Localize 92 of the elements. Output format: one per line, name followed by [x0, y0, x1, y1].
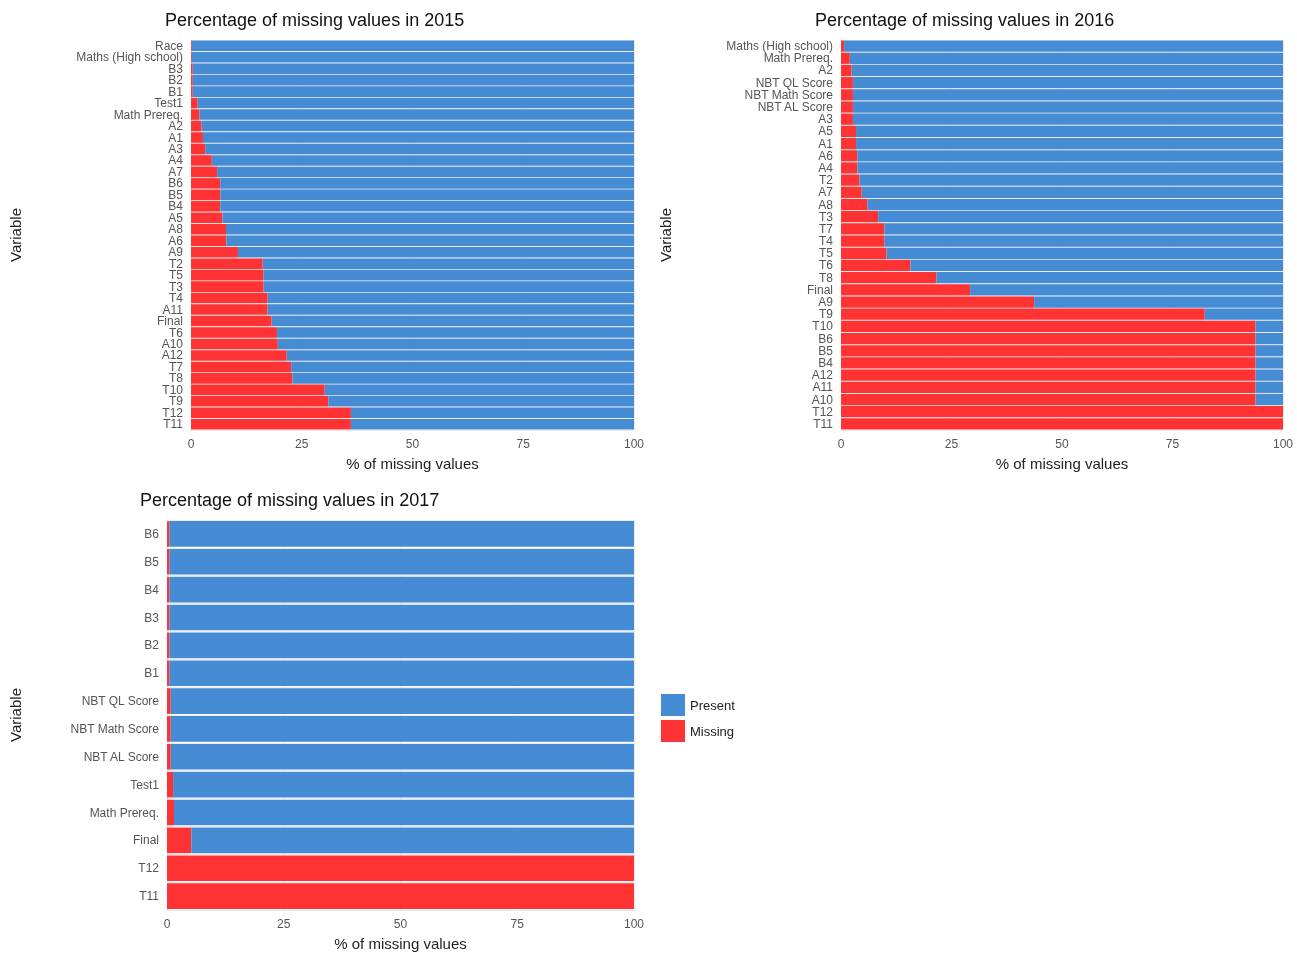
x-tick-label: 50	[405, 437, 420, 451]
bar	[167, 743, 171, 770]
y-tick-label: A10	[811, 392, 834, 407]
x-axis-title: % of missing values	[334, 935, 467, 952]
x-tick-label: 25	[944, 437, 959, 451]
legend-label: Missing	[690, 723, 735, 739]
y-tick-label: NBT QL Score	[81, 694, 160, 709]
y-tick-label: A5	[818, 124, 834, 139]
y-tick-label: T5	[818, 246, 834, 261]
y-tick-label: A1	[818, 136, 834, 151]
y-tick-label: A7	[818, 185, 834, 200]
y-tick-label: NBT QL Score	[755, 75, 834, 90]
y-tick-label: Final	[132, 833, 159, 848]
y-tick-label: T7	[818, 221, 834, 236]
y-tick-label: A3	[818, 112, 834, 127]
y-tick-label: T12	[138, 861, 160, 876]
y-axis-title: Variable	[657, 208, 674, 262]
y-tick-label: Maths (High school)	[76, 50, 183, 65]
y-tick-label: A9	[818, 295, 834, 310]
x-tick-label: 75	[516, 437, 531, 451]
bar	[167, 855, 634, 882]
y-tick-label: B2	[144, 638, 160, 653]
y-tick-label: B4	[144, 582, 160, 597]
y-tick-label: B6	[818, 331, 834, 346]
y-tick-label: T10	[812, 319, 834, 334]
x-tick-label: 100	[623, 917, 645, 931]
y-tick-label: T11	[813, 416, 834, 431]
chart-title: Percentage of missing values in 2016	[815, 10, 1115, 30]
y-tick-label: T11	[163, 417, 184, 432]
y-tick-label: NBT AL Score	[757, 100, 834, 115]
y-tick-label: T6	[818, 258, 834, 273]
bar	[169, 548, 634, 575]
bar	[167, 799, 175, 826]
bar	[169, 576, 634, 603]
y-axis-title: Variable	[7, 688, 24, 742]
x-tick-label: 0	[837, 437, 845, 451]
bar	[167, 827, 192, 854]
y-tick-label: A6	[818, 148, 834, 163]
y-tick-label: B1	[144, 666, 160, 681]
chart-title: Percentage of missing values in 2015	[165, 10, 465, 30]
y-tick-label: T8	[818, 270, 834, 285]
bar	[174, 799, 634, 826]
bar	[169, 632, 634, 659]
bar	[167, 688, 171, 714]
bar	[170, 716, 634, 742]
y-tick-label: A4	[818, 160, 834, 175]
x-tick-label: 25	[295, 437, 309, 451]
bar	[173, 771, 634, 798]
y-tick-label: Math Prereq.	[89, 805, 159, 820]
bar	[169, 660, 634, 687]
y-tick-label: A11	[812, 380, 834, 395]
bar	[191, 827, 634, 854]
x-axis-title: % of missing values	[995, 455, 1129, 472]
x-tick-label: 50	[393, 917, 408, 931]
y-tick-label: A2	[818, 63, 834, 78]
y-tick-label: Maths (High school)	[726, 39, 833, 54]
y-tick-label: A12	[811, 368, 834, 383]
x-tick-label: 100	[623, 437, 645, 451]
y-tick-label: Math Prereq.	[763, 51, 833, 66]
y-tick-label: B5	[818, 343, 834, 358]
y-tick-label: T4	[818, 234, 834, 249]
y-tick-label: B6	[144, 526, 160, 541]
y-tick-label: T3	[818, 209, 834, 224]
y-tick-label: NBT AL Score	[83, 749, 160, 764]
y-tick-label: B5	[144, 554, 160, 569]
x-tick-label: 75	[1165, 437, 1180, 451]
y-tick-label: T11	[139, 889, 160, 904]
y-tick-label: Test1	[130, 777, 160, 792]
y-tick-label: Race	[154, 38, 184, 53]
y-tick-label: B3	[144, 610, 160, 625]
y-tick-label: T12	[812, 404, 834, 419]
y-tick-label: NBT Math Score	[70, 721, 160, 736]
y-axis-title: Variable	[7, 208, 24, 262]
bar	[167, 716, 171, 742]
y-tick-label: T2	[818, 173, 834, 188]
x-tick-label: 75	[510, 917, 525, 931]
bar	[170, 743, 634, 770]
bar	[170, 688, 634, 714]
bar	[169, 604, 634, 631]
y-tick-label: A8	[818, 197, 834, 212]
x-tick-label: 25	[277, 917, 291, 931]
y-tick-label: B4	[818, 355, 834, 370]
legend-label: Present	[690, 697, 736, 713]
x-tick-label: 100	[1272, 437, 1294, 451]
chart-title: Percentage of missing values in 2017	[140, 490, 440, 510]
x-axis-title: % of missing values	[346, 455, 479, 472]
x-tick-label: 0	[163, 917, 171, 931]
bar	[167, 771, 174, 798]
x-tick-label: 50	[1055, 437, 1069, 451]
y-tick-label: T9	[818, 307, 834, 322]
y-tick-label: Final	[806, 282, 833, 297]
x-tick-label: 0	[187, 437, 195, 451]
